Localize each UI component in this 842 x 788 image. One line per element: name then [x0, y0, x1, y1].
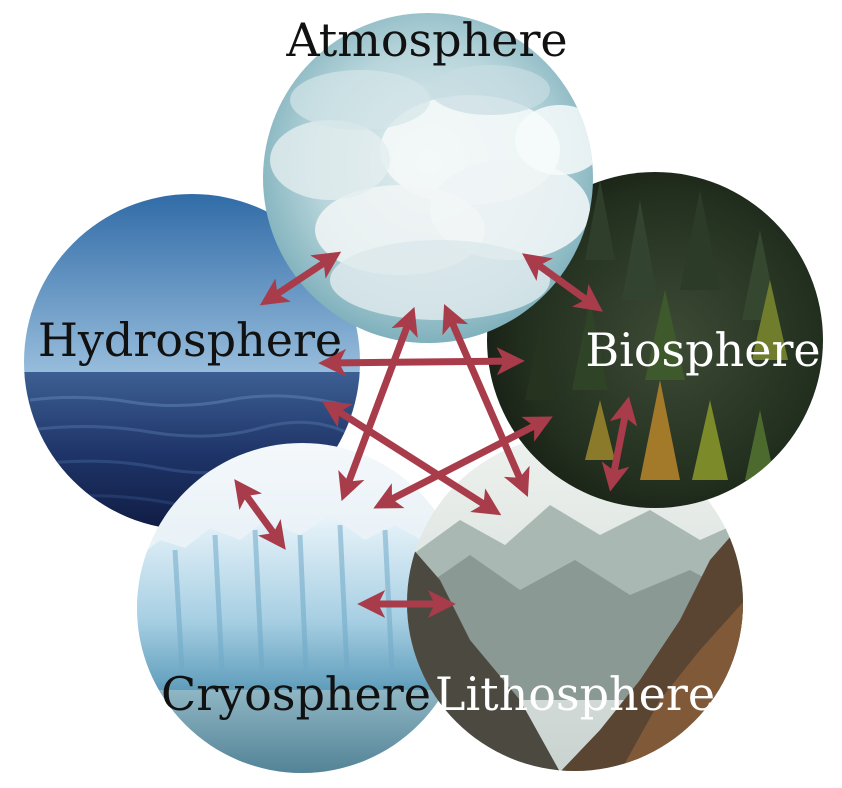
arrow-biosphere-cryosphere: [373, 416, 553, 509]
arrow-biosphere-lithosphere: [601, 396, 638, 492]
arrow-hydrosphere-cryosphere: [234, 479, 286, 550]
biosphere-label: Biosphere: [585, 323, 820, 377]
arrow-hydrosphere-biosphere: [318, 347, 525, 377]
lithosphere-label: Lithosphere: [435, 667, 715, 721]
arrow-atmosphere-hydrosphere: [259, 251, 342, 306]
arrow-atmosphere-biosphere: [522, 253, 603, 312]
hydrosphere-label: Hydrosphere: [38, 313, 342, 367]
atmosphere-label: Atmosphere: [285, 13, 567, 67]
interaction-arrows: [234, 251, 638, 618]
cryosphere-label: Cryosphere: [161, 667, 431, 721]
